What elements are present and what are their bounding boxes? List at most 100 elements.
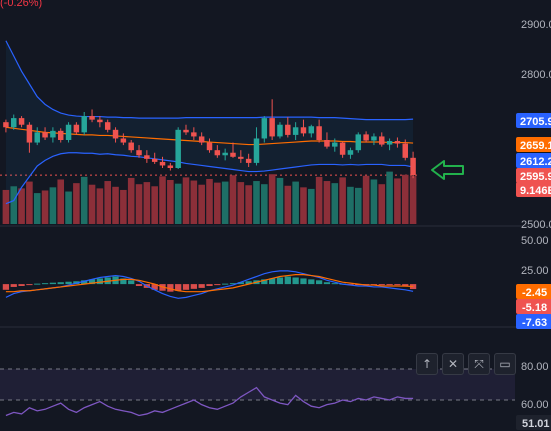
macd-histogram-bar [182, 284, 190, 290]
candlesticks[interactable] [3, 99, 416, 179]
volume-bar [135, 184, 143, 224]
price-tag: 2595.9 [516, 168, 551, 183]
volume-bar [190, 180, 198, 224]
price-change-label: (-0.26%) [0, 0, 43, 9]
candle-body [316, 126, 322, 140]
collapse-pane-button[interactable]: ⤧ [468, 353, 490, 375]
price-tag-box [516, 137, 551, 152]
price-tag-label: 2595.9 [520, 171, 551, 183]
macd-tag-box [516, 299, 551, 314]
macd-pane[interactable] [2, 270, 417, 299]
price-tag: 2659.1 [516, 137, 551, 152]
volume-bar [409, 176, 417, 224]
candle-body [136, 150, 142, 156]
rsi-line [5, 386, 414, 417]
volume-bar [339, 177, 346, 224]
macd-histogram-bar [65, 281, 72, 285]
arrow-shape [431, 160, 464, 180]
macd-histogram-bar [175, 284, 182, 291]
price-tag-box [516, 153, 551, 168]
price-tag-label: 9.146B [520, 185, 551, 197]
candle-body [363, 134, 369, 141]
macd-histogram-bar [292, 277, 299, 285]
bollinger-fill-area [5, 40, 414, 204]
macd-histogram-bar [167, 284, 174, 292]
candle-body [97, 119, 103, 123]
candle-body [300, 127, 307, 134]
volume-bar [206, 178, 213, 224]
macd-histogram-bar [198, 284, 205, 288]
price-tag-label: 2705.9 [520, 116, 551, 128]
candle-body [167, 165, 174, 168]
macd-tag: -7.63 [516, 314, 551, 329]
macd-histogram-bar [120, 278, 127, 285]
volume-bar [143, 182, 151, 224]
volume-bar [221, 181, 229, 224]
volume-bar [292, 181, 299, 224]
volume-bar [49, 187, 57, 224]
macd-histogram-bar [96, 278, 104, 285]
volume-bar [237, 182, 245, 224]
macd-histogram-bar [10, 284, 17, 287]
candle-body [42, 132, 48, 138]
candle-body [261, 118, 268, 139]
candle-body [410, 157, 416, 176]
macd-tag-label: -7.63 [522, 317, 547, 329]
candle-body [324, 140, 330, 147]
price-tag: 2612.2 [516, 153, 551, 168]
volume-bar [65, 191, 72, 224]
macd-histogram-bar [276, 277, 284, 285]
candle-body [402, 143, 408, 158]
candle-body [339, 142, 346, 155]
bollinger-band-fill [5, 40, 414, 204]
volume-bar [378, 184, 386, 224]
scroll-up-button[interactable]: ↑ [416, 353, 438, 375]
volume-bar [182, 177, 190, 224]
candle-body [128, 142, 134, 151]
macd-histogram-bar [402, 284, 409, 286]
volume-bar [323, 181, 331, 224]
macd-histogram-bar [26, 284, 33, 286]
candle-body [26, 124, 33, 143]
macd-histogram-bar [269, 278, 276, 285]
price-tag-label: 2659.1 [520, 140, 551, 152]
volume-bar [10, 186, 18, 224]
macd-histogram-bar [394, 284, 401, 286]
rsi-tag-box [516, 415, 551, 430]
macd-tag: -5.18 [516, 299, 551, 314]
candle-body [253, 138, 260, 163]
price-tag-label: 2612.2 [520, 156, 551, 168]
bollinger-upper-line [5, 40, 414, 121]
candle-body [308, 126, 315, 134]
volume-bar [2, 189, 10, 224]
candle-body [214, 150, 221, 156]
price-axis[interactable]: 2900.002800.002500.0050.0025.00-25.0080.… [521, 19, 551, 411]
macd-histogram-bar [41, 283, 49, 285]
maximize-pane-button[interactable]: ▭ [494, 353, 516, 375]
volume-bar [159, 176, 166, 224]
candle-body [347, 150, 354, 155]
macd-histogram-bar [284, 276, 291, 285]
candle-body [151, 158, 158, 162]
price-tag-box [516, 182, 551, 197]
candle-body [144, 155, 150, 159]
close-pane-button[interactable]: ✕ [442, 353, 464, 375]
volume-bar [112, 186, 119, 224]
macd-histogram-bar [151, 284, 158, 290]
axis-tick-label: 25.00 [521, 265, 549, 277]
volume-bar [174, 183, 182, 224]
candle-body [238, 156, 244, 159]
macd-histogram-bar [214, 284, 221, 286]
candle-body [198, 136, 205, 143]
candle-body [285, 124, 291, 135]
candle-body [50, 130, 56, 138]
rsi-pane[interactable] [0, 368, 515, 417]
candle-body [18, 118, 25, 125]
macd-histogram-bar [245, 281, 252, 285]
macd-histogram-bar [57, 282, 64, 285]
candle-body [332, 142, 338, 147]
macd-histogram-bar [323, 282, 331, 285]
macd-histogram-bar [386, 284, 393, 286]
macd-tag-box [516, 314, 551, 329]
